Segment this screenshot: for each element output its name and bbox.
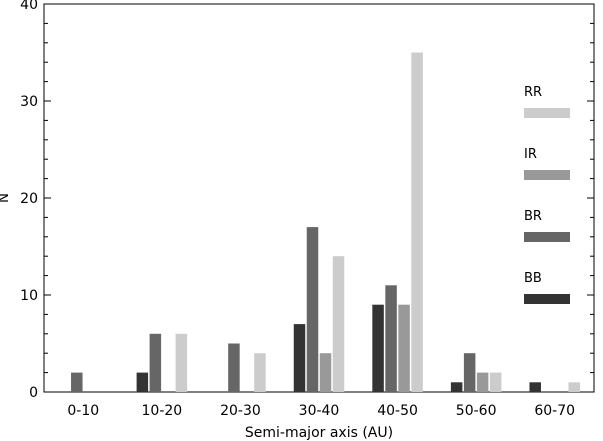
bar-rr (411, 52, 423, 392)
x-axis: 0-10 10-20 20-30 30-40 40-50 50-60 60-70 (67, 403, 575, 419)
bar-br (71, 372, 83, 392)
x-tick-label: 40-50 (377, 403, 418, 419)
bar-rr (175, 333, 188, 392)
x-tick-label: 60-70 (534, 403, 575, 419)
y-axis: 0 10 20 30 40 (20, 0, 594, 401)
bar-ir (476, 372, 489, 392)
y-tick-label: 10 (20, 288, 38, 304)
x-tick-label: 0-10 (67, 403, 99, 419)
bar-ir (319, 353, 332, 392)
x-tick-label: 20-30 (220, 403, 261, 419)
bar-bb (136, 372, 149, 392)
y-axis-label: N (0, 193, 12, 203)
y-tick-label: 30 (20, 94, 38, 110)
bar-bb (293, 324, 306, 392)
bar-rr (254, 353, 266, 392)
y-tick-label: 40 (20, 0, 38, 13)
bar-br (149, 333, 162, 392)
x-tick-label: 10-20 (142, 403, 183, 419)
bar-ir (398, 304, 410, 392)
bar-rr (332, 256, 345, 392)
bars (71, 52, 580, 392)
legend-swatch (524, 232, 570, 242)
legend-swatch (524, 294, 570, 304)
bar-rr (568, 382, 580, 392)
legend-label: RR (524, 85, 542, 100)
legend-label: BB (524, 271, 542, 286)
legend-swatch (524, 108, 570, 118)
y-tick-label: 20 (20, 191, 38, 207)
bar-bb (372, 304, 384, 392)
bar-br (306, 227, 319, 392)
legend: RR IR BR BB (524, 85, 570, 304)
x-tick-label: 50-60 (456, 403, 497, 419)
plot-frame (43, 3, 595, 393)
bar-bb (529, 382, 541, 392)
y-tick-label: 0 (29, 385, 38, 401)
bar-br (385, 285, 397, 392)
bar-rr (489, 372, 502, 392)
bar-br (463, 353, 476, 392)
bar-br (228, 343, 240, 392)
legend-label: IR (524, 147, 537, 162)
x-axis-label: Semi-major axis (AU) (245, 425, 393, 441)
bar-bb (450, 382, 463, 392)
x-tick-label: 30-40 (299, 403, 340, 419)
legend-swatch (524, 170, 570, 180)
legend-label: BR (524, 209, 542, 224)
